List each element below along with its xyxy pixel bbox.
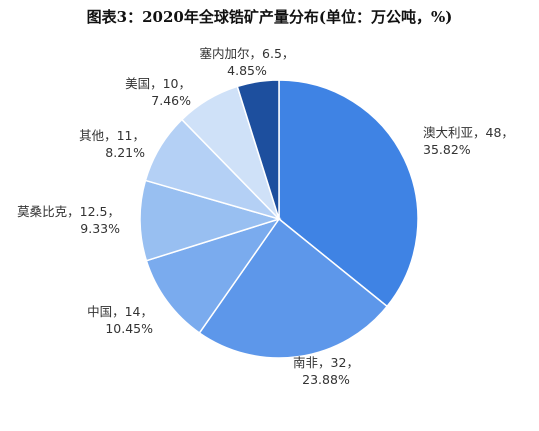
slice-label-name-value: 美国，10， — [125, 76, 191, 91]
chart-title: 图表3：2020年全球锆矿产量分布(单位：万公吨，%) — [86, 8, 453, 26]
pie-slice-1 — [198, 217, 389, 359]
slice-label-percent: 4.85% — [227, 63, 267, 78]
slice-label-2: 中国，14， 10.45% — [73, 303, 153, 337]
slice-label-name-value: 其他，11， — [79, 128, 145, 143]
slice-label-percent: 10.45% — [105, 321, 153, 336]
slice-label-percent: 8.21% — [105, 145, 145, 160]
slice-label-percent: 35.82% — [423, 142, 471, 157]
slice-label-name-value: 莫桑比克，12.5， — [17, 204, 120, 219]
slice-label-name-value: 南非，32， — [293, 355, 359, 370]
slice-label-4: 其他，11， 8.21% — [37, 127, 145, 161]
pie-slice-6 — [236, 79, 280, 220]
pie-slice-0 — [278, 79, 419, 308]
slice-label-name-value: 澳大利亚，48， — [423, 125, 514, 140]
slice-label-5: 美国，10， 7.46% — [83, 75, 191, 109]
slice-label-name-value: 中国，14， — [87, 304, 153, 319]
slice-label-percent: 9.33% — [80, 221, 120, 236]
pie-slice-3 — [139, 179, 282, 262]
slice-label-percent: 23.88% — [302, 372, 350, 387]
slice-label-6: 塞内加尔，6.5， 4.85% — [186, 45, 308, 79]
slice-label-percent: 7.46% — [151, 93, 191, 108]
pie-slice-2 — [145, 217, 281, 335]
slice-label-3: 莫桑比克，12.5， 9.33% — [12, 203, 120, 237]
slice-label-1: 南非，32， 23.88% — [271, 354, 381, 388]
slice-label-name-value: 塞内加尔，6.5， — [199, 46, 295, 61]
slice-label-0: 澳大利亚，48， 35.82% — [423, 124, 533, 158]
